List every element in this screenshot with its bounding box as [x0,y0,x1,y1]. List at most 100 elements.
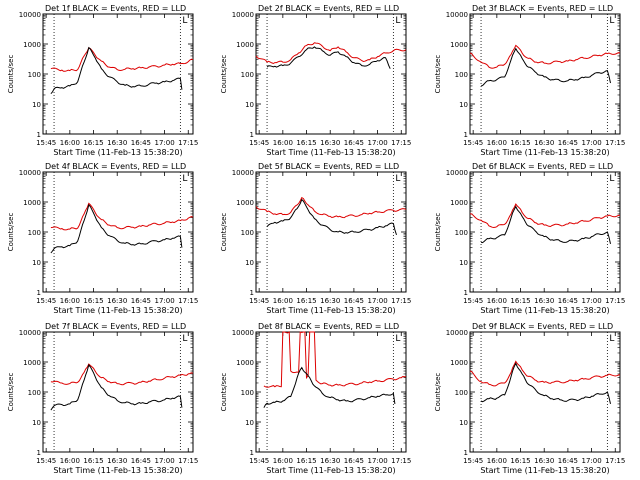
x-tick-label: 16:45 [131,139,151,147]
y-tick-label: 10000 [232,11,254,19]
y-tick-label: 1 [37,289,41,297]
x-tick-label: 17:15 [178,139,198,147]
corner-marker: L [609,174,614,184]
x-tick-label: 16:00 [273,139,293,147]
plot-frame [255,171,407,293]
y-axis-label: Counts/sec [434,373,442,412]
x-tick-label: 16:00 [487,457,507,465]
y-tick-label: 100 [28,389,41,397]
y-tick-label: 100 [241,229,254,237]
x-tick-label: 16:30 [534,297,554,305]
panel-title: Det 5f BLACK = Events, RED = LLD [258,162,399,171]
y-axis-label: Counts/sec [220,55,228,94]
events-series-line [481,205,611,245]
panel-det-9: Det 9f BLACK = Events, RED = LLD L 15:45 16… [434,322,625,475]
y-tick-label: 100 [28,71,41,79]
events-series-line [50,46,183,95]
y-tick-label: 10000 [232,169,254,177]
plot-frame [42,331,194,453]
y-axis-label: Counts/sec [220,373,228,412]
y-tick-label: 1 [464,131,468,139]
events-series-line [480,362,611,405]
x-tick-label: 16:30 [107,457,127,465]
x-axis-label: Start Time (11-Feb-13 15:38:20) [53,466,182,475]
y-tick-label: 10000 [232,329,254,337]
x-tick-label: 16:45 [344,297,364,305]
y-tick-label: 1000 [23,359,41,367]
panel-title: Det 6f BLACK = Events, RED = LLD [472,162,613,171]
y-tick-label: 100 [28,229,41,237]
x-tick-label: 17:00 [367,139,387,147]
events-series-line [50,363,183,411]
y-tick-label: 100 [455,229,468,237]
y-axis-label: Counts/sec [220,213,228,252]
panel-det-1: Det 1f BLACK = Events, RED = LLD L 15:45 16… [7,4,198,157]
x-tick-label: 15:45 [249,457,269,465]
x-tick-label: 16:15 [83,139,103,147]
corner-marker: L [395,334,400,344]
y-tick-label: 1 [37,131,41,139]
y-tick-label: 10000 [446,11,468,19]
x-tick-label: 16:45 [344,457,364,465]
x-tick-label: 17:00 [154,457,174,465]
y-tick-label: 10000 [19,329,41,337]
y-tick-label: 1000 [23,41,41,49]
y-tick-label: 100 [241,71,254,79]
plot-frame [469,13,621,135]
y-tick-label: 10 [32,419,41,427]
y-tick-label: 100 [455,389,468,397]
panel-title: Det 3f BLACK = Events, RED = LLD [472,4,613,13]
y-tick-label: 1 [37,449,41,457]
plot-frame [255,13,407,135]
corner-marker: L [609,16,614,26]
y-tick-label: 100 [241,389,254,397]
x-tick-label: 15:45 [463,139,483,147]
x-tick-label: 17:15 [178,457,198,465]
y-tick-label: 10000 [446,169,468,177]
plot-frame [255,331,407,453]
y-axis-label: Counts/sec [7,373,15,412]
x-axis-label: Start Time (11-Feb-13 15:38:20) [266,148,395,157]
corner-marker: L [609,334,614,344]
plot-frame [469,171,621,293]
x-tick-label: 16:45 [344,139,364,147]
x-tick-label: 16:45 [131,297,151,305]
panel-title: Det 2f BLACK = Events, RED = LLD [258,4,399,13]
panel-det-3: Det 3f BLACK = Events, RED = LLD L 15:45 16… [434,4,625,157]
x-axis-label: Start Time (11-Feb-13 15:38:20) [53,306,182,315]
x-tick-label: 16:30 [107,139,127,147]
y-axis-label: Counts/sec [7,213,15,252]
x-tick-label: 16:15 [296,139,316,147]
corner-marker: L [395,16,400,26]
x-tick-label: 17:15 [178,297,198,305]
x-tick-label: 17:00 [154,297,174,305]
y-tick-label: 10 [245,259,254,267]
x-tick-label: 16:30 [107,297,127,305]
x-tick-label: 16:00 [60,297,80,305]
x-tick-label: 15:45 [36,297,56,305]
x-tick-label: 17:15 [605,297,625,305]
corner-marker: L [395,174,400,184]
x-tick-label: 16:15 [83,297,103,305]
x-tick-label: 16:30 [320,139,340,147]
x-tick-label: 17:00 [367,457,387,465]
lld-series-line [50,46,194,72]
panel-title: Det 1f BLACK = Events, RED = LLD [45,4,186,13]
events-series-line [266,198,397,236]
x-tick-label: 16:30 [534,139,554,147]
x-tick-label: 17:15 [391,297,411,305]
plot-frame [42,171,194,293]
corner-marker: L [182,16,187,26]
x-tick-label: 16:15 [510,297,530,305]
y-tick-label: 1 [250,449,254,457]
events-series-line [481,47,611,87]
y-tick-label: 10 [459,101,468,109]
y-tick-label: 100 [455,71,468,79]
corner-marker: L [182,174,187,184]
x-tick-label: 16:00 [60,139,80,147]
x-tick-label: 16:00 [487,297,507,305]
x-tick-label: 16:00 [273,297,293,305]
y-tick-label: 1000 [236,41,254,49]
x-axis-label: Start Time (11-Feb-13 15:38:20) [53,148,182,157]
y-tick-label: 1000 [236,199,254,207]
